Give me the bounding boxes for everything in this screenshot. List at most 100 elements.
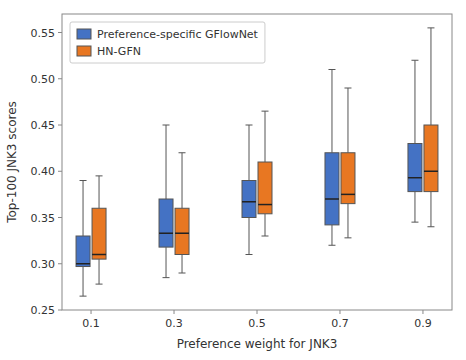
tick-mark xyxy=(58,310,62,311)
box-series xyxy=(92,28,438,284)
cap-low xyxy=(246,254,253,255)
box xyxy=(408,144,422,192)
cap-low xyxy=(411,222,418,223)
tick-label: 0.30 xyxy=(31,258,56,271)
legend-item: Preference-specific GFlowNet xyxy=(77,28,259,41)
whisker-high xyxy=(249,125,250,181)
tick-label: 0.45 xyxy=(31,119,56,132)
box xyxy=(242,181,256,218)
x-axis: 0.1 0.3 0.5 0.7 0.9 xyxy=(82,310,431,330)
tick-mark xyxy=(339,310,340,314)
tick-label: 0.40 xyxy=(31,165,56,178)
box xyxy=(76,236,90,267)
legend: Preference-specific GFlowNet HN-GFN xyxy=(70,22,265,63)
median xyxy=(341,194,355,196)
median xyxy=(408,177,422,179)
whisker-low xyxy=(182,255,183,274)
cap-high xyxy=(427,27,434,28)
legend-box xyxy=(70,22,265,63)
cap-high xyxy=(96,175,103,176)
cap-high xyxy=(411,60,418,61)
whisker-high xyxy=(99,176,100,208)
chart: 0.25 0.30 0.35 0.40 0.45 0.50 0.55 0.1 0.3 0.5 0.7… xyxy=(0,0,466,360)
whisker-high xyxy=(414,60,415,143)
cap-low xyxy=(427,226,434,227)
cap-high xyxy=(262,111,269,112)
box xyxy=(258,162,272,214)
cap-high xyxy=(179,152,186,153)
y-axis: 0.25 0.30 0.35 0.40 0.45 0.50 0.55 xyxy=(31,27,63,318)
tick-mark xyxy=(58,171,62,172)
legend-swatch xyxy=(77,29,91,39)
cap-low xyxy=(80,296,87,297)
whisker-high xyxy=(83,181,84,237)
cap-high xyxy=(80,180,87,181)
whisker-low xyxy=(99,259,100,284)
tick-mark xyxy=(422,310,423,314)
tick-label: 0.50 xyxy=(31,73,56,86)
median xyxy=(424,171,438,173)
chart-container: 0.25 0.30 0.35 0.40 0.45 0.50 0.55 0.1 0.3 0.5 0.7… xyxy=(0,0,466,360)
whisker-low xyxy=(414,192,415,223)
box xyxy=(175,208,189,254)
median xyxy=(76,263,90,265)
tick-label: 0.25 xyxy=(31,304,56,317)
legend-label: HN-GFN xyxy=(97,45,141,58)
cap-high xyxy=(246,125,253,126)
cap-low xyxy=(96,284,103,285)
tick-mark xyxy=(91,310,92,314)
legend-item: HN-GFN xyxy=(77,45,141,58)
cap-high xyxy=(163,125,170,126)
box xyxy=(325,153,339,225)
median xyxy=(159,232,173,234)
tick-mark xyxy=(58,263,62,264)
tick-label: 0.9 xyxy=(414,317,432,330)
whisker-high xyxy=(430,28,431,125)
cap-low xyxy=(262,236,269,237)
whisker-low xyxy=(347,204,348,238)
tick-label: 0.1 xyxy=(82,317,100,330)
whisker-high xyxy=(182,153,183,209)
tick-label: 0.3 xyxy=(165,317,183,330)
tick-label: 0.7 xyxy=(331,317,349,330)
whisker-high xyxy=(166,125,167,199)
box xyxy=(159,199,173,247)
tick-mark xyxy=(174,310,175,314)
cap-low xyxy=(163,277,170,278)
cap-low xyxy=(328,245,335,246)
plot-area xyxy=(76,28,438,296)
whisker-low xyxy=(430,192,431,227)
median xyxy=(92,254,106,256)
legend-swatch xyxy=(77,46,91,56)
cap-high xyxy=(328,69,335,70)
median xyxy=(242,201,256,203)
whisker-low xyxy=(249,218,250,255)
tick-label: 0.5 xyxy=(248,317,266,330)
cap-high xyxy=(344,88,351,89)
tick-mark xyxy=(257,310,258,314)
whisker-high xyxy=(347,88,348,153)
whisker-low xyxy=(331,225,332,245)
legend-label: Preference-specific GFlowNet xyxy=(97,28,259,41)
box xyxy=(424,125,438,192)
x-axis-label: Preference weight for JNK3 xyxy=(177,337,338,351)
median xyxy=(175,232,189,234)
tick-mark xyxy=(58,78,62,79)
tick-mark xyxy=(58,32,62,33)
median xyxy=(325,198,339,200)
tick-label: 0.55 xyxy=(31,27,56,40)
whisker-low xyxy=(265,214,266,236)
plot-frame xyxy=(62,14,452,310)
tick-label: 0.35 xyxy=(31,212,56,225)
whisker-low xyxy=(83,267,84,297)
whisker-high xyxy=(331,70,332,153)
tick-mark xyxy=(58,217,62,218)
whisker-high xyxy=(265,111,266,162)
box xyxy=(341,153,355,204)
cap-low xyxy=(344,237,351,238)
box-series xyxy=(76,60,422,296)
y-axis-label: Top-100 JNK3 scores xyxy=(5,101,19,224)
median xyxy=(258,204,272,206)
whisker-low xyxy=(166,247,167,278)
box xyxy=(92,208,106,259)
